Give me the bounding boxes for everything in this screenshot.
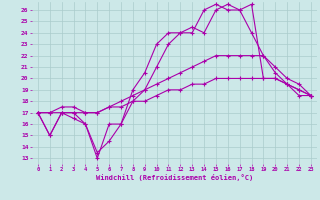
X-axis label: Windchill (Refroidissement éolien,°C): Windchill (Refroidissement éolien,°C) xyxy=(96,174,253,181)
